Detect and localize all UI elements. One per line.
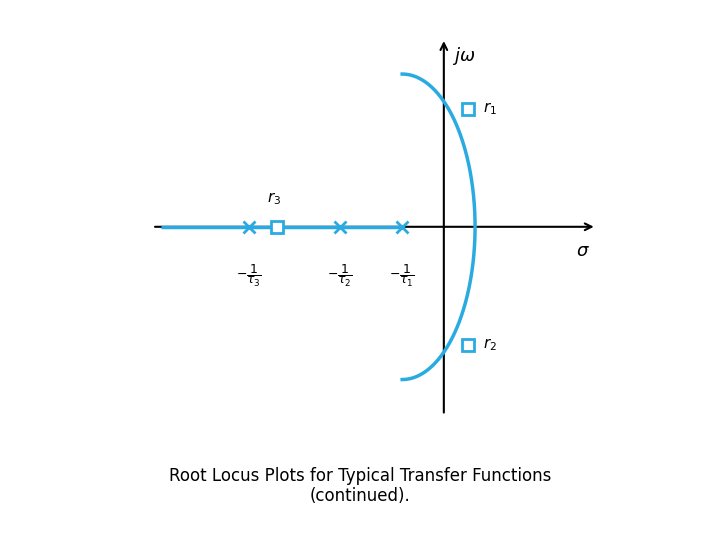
Text: $\sigma$: $\sigma$ <box>576 242 590 260</box>
Text: $-\dfrac{1}{\tau_3}$: $-\dfrac{1}{\tau_3}$ <box>236 263 262 289</box>
Text: $j\omega$: $j\omega$ <box>452 45 475 67</box>
Text: Root Locus Plots for Typical Transfer Functions
(continued).: Root Locus Plots for Typical Transfer Fu… <box>168 467 552 505</box>
Text: $r_1$: $r_1$ <box>483 100 498 117</box>
Text: $-\dfrac{1}{\tau_1}$: $-\dfrac{1}{\tau_1}$ <box>390 263 415 289</box>
Text: $r_2$: $r_2$ <box>483 336 498 353</box>
Text: $r_3$: $r_3$ <box>266 191 281 207</box>
Text: $-\dfrac{1}{\tau_2}$: $-\dfrac{1}{\tau_2}$ <box>327 263 353 289</box>
